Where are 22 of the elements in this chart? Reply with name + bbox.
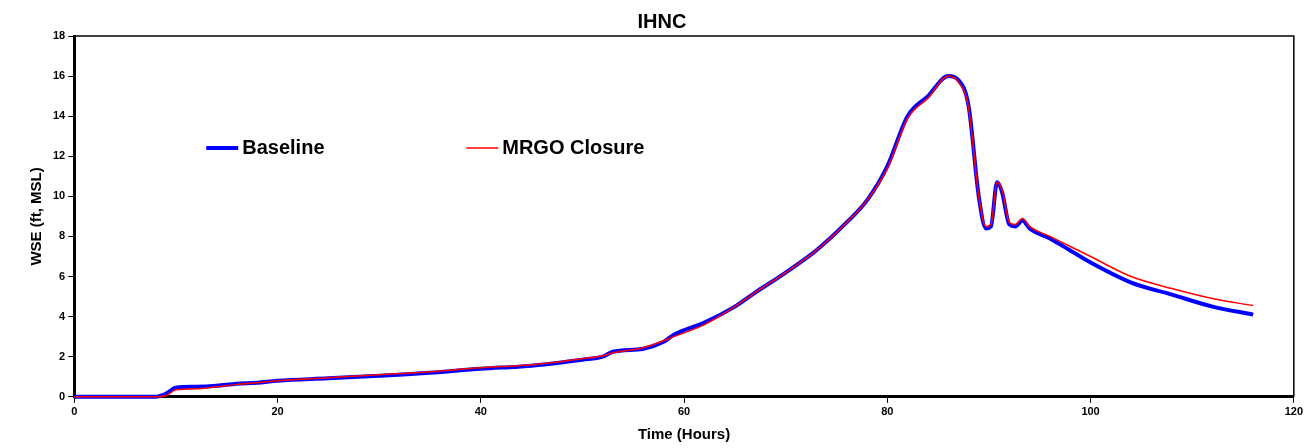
y-tick-label: 18 — [52, 29, 66, 42]
chart-title: IHNC — [637, 9, 687, 32]
y-tick-label: 12 — [52, 149, 66, 162]
y-tick-label: 6 — [59, 269, 66, 282]
y-tick-label: 10 — [52, 189, 66, 202]
x-tick-label: 20 — [271, 405, 284, 418]
y-tick-label: 16 — [52, 69, 66, 82]
x-tick-label: 40 — [474, 405, 487, 418]
x-tick-label: 80 — [881, 405, 894, 418]
y-tick-label: 0 — [59, 389, 66, 402]
y-axis-title: WSE (ft, MSL) — [27, 167, 45, 266]
x-axis-title: Time (Hours) — [637, 425, 731, 443]
y-tick-label: 2 — [59, 349, 66, 362]
y-tick-label: 14 — [52, 109, 67, 122]
x-tick-label: 120 — [1284, 405, 1303, 418]
x-tick-label: 0 — [71, 405, 78, 418]
legend-label: Baseline — [242, 135, 325, 158]
y-tick-label: 8 — [59, 229, 66, 242]
legend-label: MRGO Closure — [502, 135, 645, 158]
y-tick-label: 4 — [59, 309, 67, 322]
x-tick-label: 60 — [677, 405, 691, 418]
x-tick-label: 100 — [1081, 405, 1100, 418]
